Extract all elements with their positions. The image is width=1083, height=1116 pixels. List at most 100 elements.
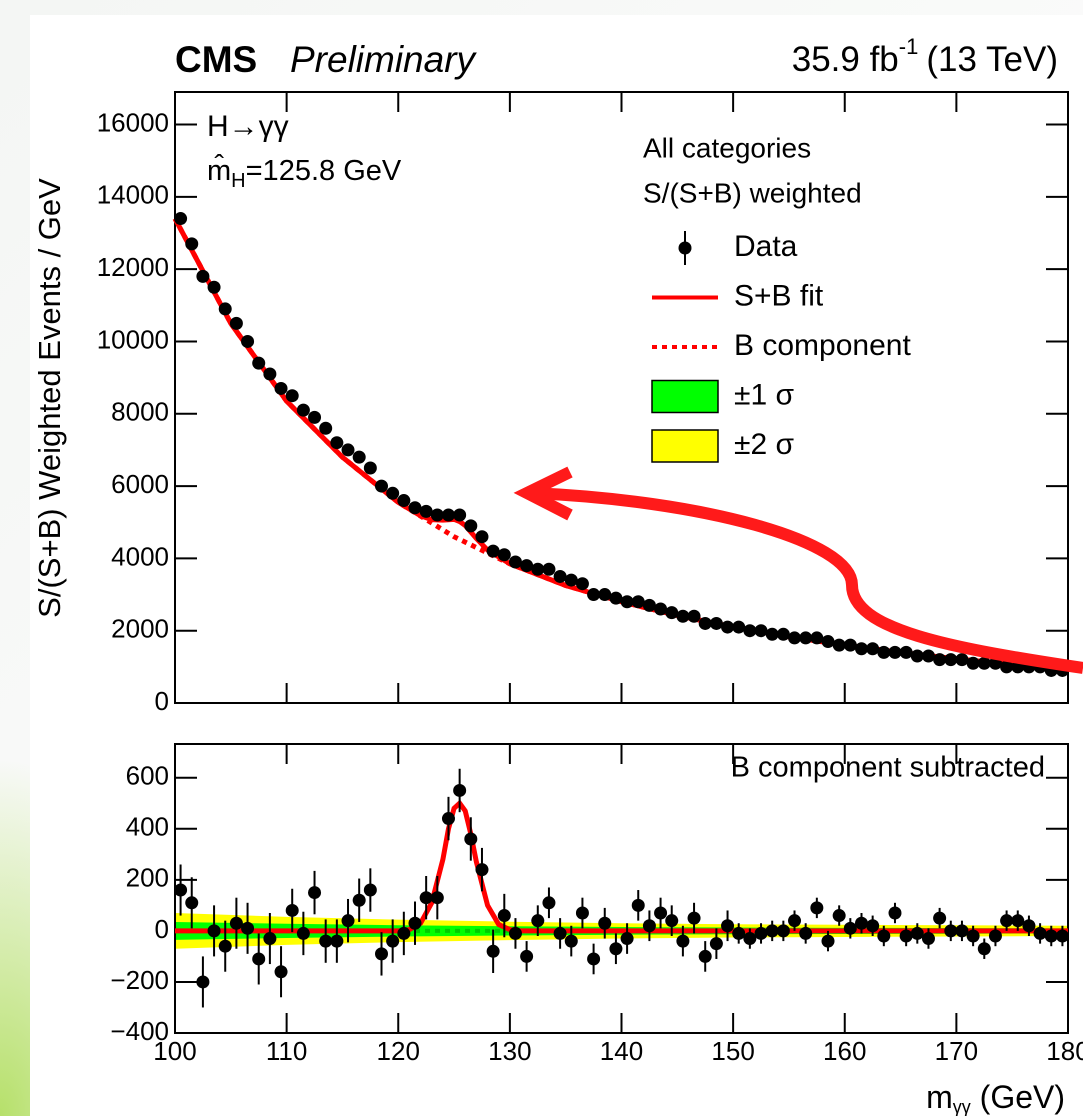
data-point: [453, 508, 467, 522]
data-point: [609, 591, 623, 605]
data-point: [665, 914, 679, 928]
data-point: [430, 508, 444, 522]
data-point: [196, 269, 210, 283]
data-point: [933, 653, 947, 667]
data-point: [520, 559, 534, 573]
data-point: [341, 914, 355, 928]
data-point: [587, 588, 601, 602]
data-point: [821, 934, 835, 948]
data-point: [296, 926, 310, 940]
arrow-shaft: [529, 487, 1083, 674]
data-point: [229, 316, 243, 330]
data-point: [1022, 919, 1036, 933]
data-point: [698, 616, 712, 630]
data-point: [341, 443, 355, 457]
x-tick-label: 140: [600, 1036, 643, 1066]
data-point: [765, 924, 779, 938]
data-point: [866, 919, 880, 933]
data-point: [553, 926, 567, 940]
data-point: [207, 280, 221, 294]
panel-label: B component subtracted: [731, 752, 1045, 784]
data-point: [598, 916, 612, 930]
data-point: [497, 548, 511, 562]
arrow-head: [513, 466, 573, 521]
data-point: [888, 906, 902, 920]
data-point: [508, 926, 522, 940]
data-point: [386, 934, 400, 948]
data-point: [207, 924, 221, 938]
x-tick-label: 100: [153, 1036, 196, 1066]
lumi-sup: -1: [899, 34, 919, 59]
data-point: [285, 389, 299, 403]
data-point: [888, 645, 902, 659]
energy: (13 TeV): [926, 40, 1058, 79]
y-axis-title: S/(S+B) Weighted Events / GeV: [32, 178, 67, 618]
plot-canvas: [30, 15, 1083, 1116]
legend-marker: [678, 241, 692, 255]
subtitle: Preliminary: [290, 39, 478, 80]
legend-label: ±1 σ: [734, 378, 794, 411]
x-tick-label: 170: [935, 1036, 978, 1066]
data-point: [352, 893, 366, 907]
mass-label: m̂H=125.8 GeV: [207, 154, 402, 192]
y-tick-label: 12000: [97, 252, 169, 282]
y-tick-label: 0: [155, 686, 169, 716]
data-point: [598, 588, 612, 602]
data-point: [921, 649, 935, 663]
data-point: [508, 555, 522, 569]
data-point: [531, 914, 545, 928]
data-point: [196, 975, 210, 989]
data-point: [375, 947, 389, 961]
y-tick-label: 400: [126, 812, 169, 842]
y-tick-label: 8000: [111, 397, 169, 427]
data-point: [966, 656, 980, 670]
data-point: [821, 635, 835, 649]
data-point: [263, 367, 277, 381]
y-tick-label: 200: [126, 863, 169, 893]
data-point: [832, 909, 846, 923]
data-point: [877, 645, 891, 659]
data-point: [676, 609, 690, 623]
data-point: [721, 620, 735, 634]
data-point: [397, 926, 411, 940]
data-point: [397, 494, 411, 508]
mass-sub: H: [231, 170, 245, 192]
y-tick-label: 600: [126, 761, 169, 791]
mass-symbol: m̂: [207, 154, 231, 187]
data-point: [732, 620, 746, 634]
data-point: [531, 562, 545, 576]
title: CMS: [175, 39, 257, 80]
x-axis-title: mγγ (GeV): [926, 1079, 1065, 1116]
data-point: [408, 501, 422, 515]
data-point: [486, 544, 500, 558]
lumi-label: 35.9 fb-1 (13 TeV): [792, 34, 1058, 79]
y-tick-label: −200: [110, 965, 169, 995]
data-point: [642, 598, 656, 612]
annotation-arrow: [513, 466, 1083, 674]
x-title-sub: γγ: [953, 1097, 971, 1116]
data-point: [252, 952, 266, 966]
data-point: [877, 929, 891, 943]
data-point: [788, 914, 802, 928]
data-point: [854, 916, 868, 930]
data-point: [944, 924, 958, 938]
data-point: [977, 656, 991, 670]
data-point: [810, 631, 824, 645]
data-point: [687, 911, 701, 925]
data-point: [955, 653, 969, 667]
data-point: [910, 926, 924, 940]
data-point: [497, 909, 511, 923]
data-point: [330, 934, 344, 948]
data-point: [252, 356, 266, 370]
data-point: [419, 891, 433, 905]
data-point: [1000, 660, 1014, 674]
data-point: [654, 602, 668, 616]
data-point: [754, 926, 768, 940]
data-point: [285, 903, 299, 917]
plot-layer: 0200040006000800010000120001400016000Dat…: [97, 91, 1083, 1066]
data-point: [654, 906, 668, 920]
legend-box: [651, 379, 719, 414]
legend-label: ±2 σ: [734, 428, 794, 461]
x-tick-label: 150: [711, 1036, 754, 1066]
